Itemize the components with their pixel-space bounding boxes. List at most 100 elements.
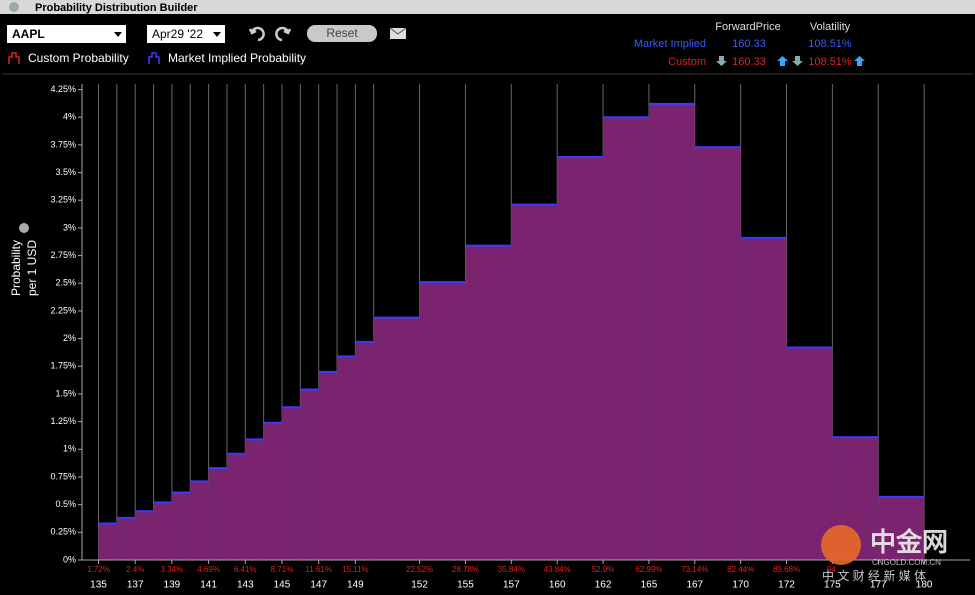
cumulative-label: 43.84% [544, 565, 571, 574]
histogram-bar [603, 117, 649, 561]
legend-icon-market [148, 52, 160, 64]
cumulative-label: 22.52% [406, 565, 433, 574]
expiry-select[interactable] [147, 25, 225, 43]
y-tick-label: 2.5% [55, 278, 76, 288]
x-tick-label: 175 [824, 580, 841, 591]
column-header: Volatility [810, 21, 851, 33]
up-arrow[interactable] [777, 56, 788, 66]
volatility: 108.51% [808, 38, 852, 50]
x-tick-label: 172 [778, 580, 795, 591]
down-arrow[interactable] [716, 56, 727, 66]
y-tick-label: 3.25% [50, 195, 76, 205]
x-tick-label: 135 [90, 580, 107, 591]
histogram-bar [135, 511, 154, 560]
x-tick-label: 177 [870, 580, 887, 591]
row-label: Custom [668, 56, 706, 68]
forward-price: 160.33 [732, 38, 766, 50]
cumulative-label: 11.61% [305, 565, 332, 574]
histogram-bar [337, 356, 356, 560]
watermark-logo [821, 525, 861, 565]
histogram-bar [153, 502, 172, 560]
histogram-bar [419, 282, 466, 560]
histogram-bar [373, 317, 420, 560]
histogram-bar [281, 407, 301, 560]
cumulative-label: 94. [827, 565, 838, 574]
x-tick-label: 145 [274, 580, 291, 591]
y-tick-label: 1.5% [55, 388, 76, 398]
cumulative-label: 52.9% [592, 565, 615, 574]
cumulative-label: 73.14% [681, 565, 708, 574]
x-tick-label: 139 [164, 580, 181, 591]
x-tick-label: 155 [457, 580, 474, 591]
histogram-bar [355, 341, 374, 560]
cumulative-label: 89.68% [773, 565, 800, 574]
legend-label: Custom Probability [28, 51, 129, 65]
histogram-bar [98, 523, 117, 560]
watermark-slogan: 中 文 财 经 新 媒 体 [822, 568, 926, 583]
y-tick-label: 3.75% [50, 139, 76, 149]
x-tick-label: 180 [916, 580, 933, 591]
y-tick-label: 4% [63, 112, 76, 122]
cumulative-label: 15.11% [342, 565, 369, 574]
x-tick-label: 137 [127, 580, 144, 591]
cumulative-label: 4.69% [197, 565, 220, 574]
x-tick-label: 157 [503, 580, 520, 591]
histogram-bar [878, 496, 925, 560]
watermark-brand: 中金网 [870, 527, 948, 557]
histogram-bar [318, 371, 338, 560]
y-tick-label: 2.75% [50, 250, 76, 260]
window-icon [9, 2, 19, 12]
forward-price: 160.33 [732, 56, 766, 68]
y-tick-label: 1% [63, 444, 76, 454]
down-arrow[interactable] [792, 56, 803, 66]
expiry: Apr29 '22 [152, 27, 203, 41]
cumulative-label: 8.71% [271, 565, 294, 574]
x-tick-label: 170 [732, 580, 749, 591]
histogram-bar [190, 481, 209, 560]
volatility: 108.51% [808, 56, 852, 68]
y-tick-label: 1.25% [50, 416, 76, 426]
histogram-bar [171, 492, 191, 560]
histogram-bar [300, 389, 319, 560]
histogram-bar [226, 453, 246, 560]
plot: 0% 0.25% 0.5% 0.75% 1% 1.25% 1.5% 1.75% 2% 2.25% 2… [50, 84, 970, 591]
symbol: AAPL [12, 27, 45, 41]
x-tick-label: 147 [310, 580, 327, 591]
x-tick-label: 152 [411, 580, 428, 591]
email-icon [389, 27, 407, 35]
watermark: 中金网 CNGOLD.COM.CN 中 文 财 经 新 媒 体 [821, 525, 948, 583]
y-tick-label: 1.75% [50, 361, 76, 371]
histogram-bar [208, 468, 227, 560]
symbol-select[interactable] [7, 25, 126, 43]
watermark-site: CNGOLD.COM.CN [872, 558, 941, 567]
cumulative-label: 62.99% [635, 565, 662, 574]
redo-button[interactable] [275, 26, 292, 42]
x-tick-label: 143 [237, 580, 254, 591]
x-tick-label: 165 [641, 580, 658, 591]
y-tick-label: 3.5% [55, 167, 76, 177]
title-bar [0, 0, 975, 14]
y-tick-label: 2% [63, 333, 76, 343]
x-tick-label: 162 [595, 580, 612, 591]
legend-label: Market Implied Probability [168, 51, 306, 65]
help-icon[interactable] [19, 223, 29, 233]
histogram-bar [263, 422, 282, 560]
window-title: Probability Distribution Builder [35, 2, 198, 14]
up-arrow[interactable] [854, 56, 865, 66]
histogram-bar [465, 245, 512, 561]
y-tick-label: 0.25% [50, 527, 76, 537]
undo-button[interactable] [248, 26, 265, 42]
histogram-bar [694, 147, 741, 561]
cumulative-label: 82.44% [727, 565, 754, 574]
column-header: ForwardPrice [715, 21, 780, 33]
cumulative-label: 1.72% [87, 565, 110, 574]
cumulative-label: 28.78% [452, 565, 479, 574]
reset-button[interactable] [307, 25, 377, 42]
y-axis-title: Probability [9, 240, 23, 296]
histogram-bar [557, 157, 604, 560]
cumulative-label: 3.34% [161, 565, 184, 574]
cumulative-label: 2.4% [126, 565, 144, 574]
y-tick-label: 2.25% [50, 305, 76, 315]
y-tick-label: 3% [63, 222, 76, 232]
